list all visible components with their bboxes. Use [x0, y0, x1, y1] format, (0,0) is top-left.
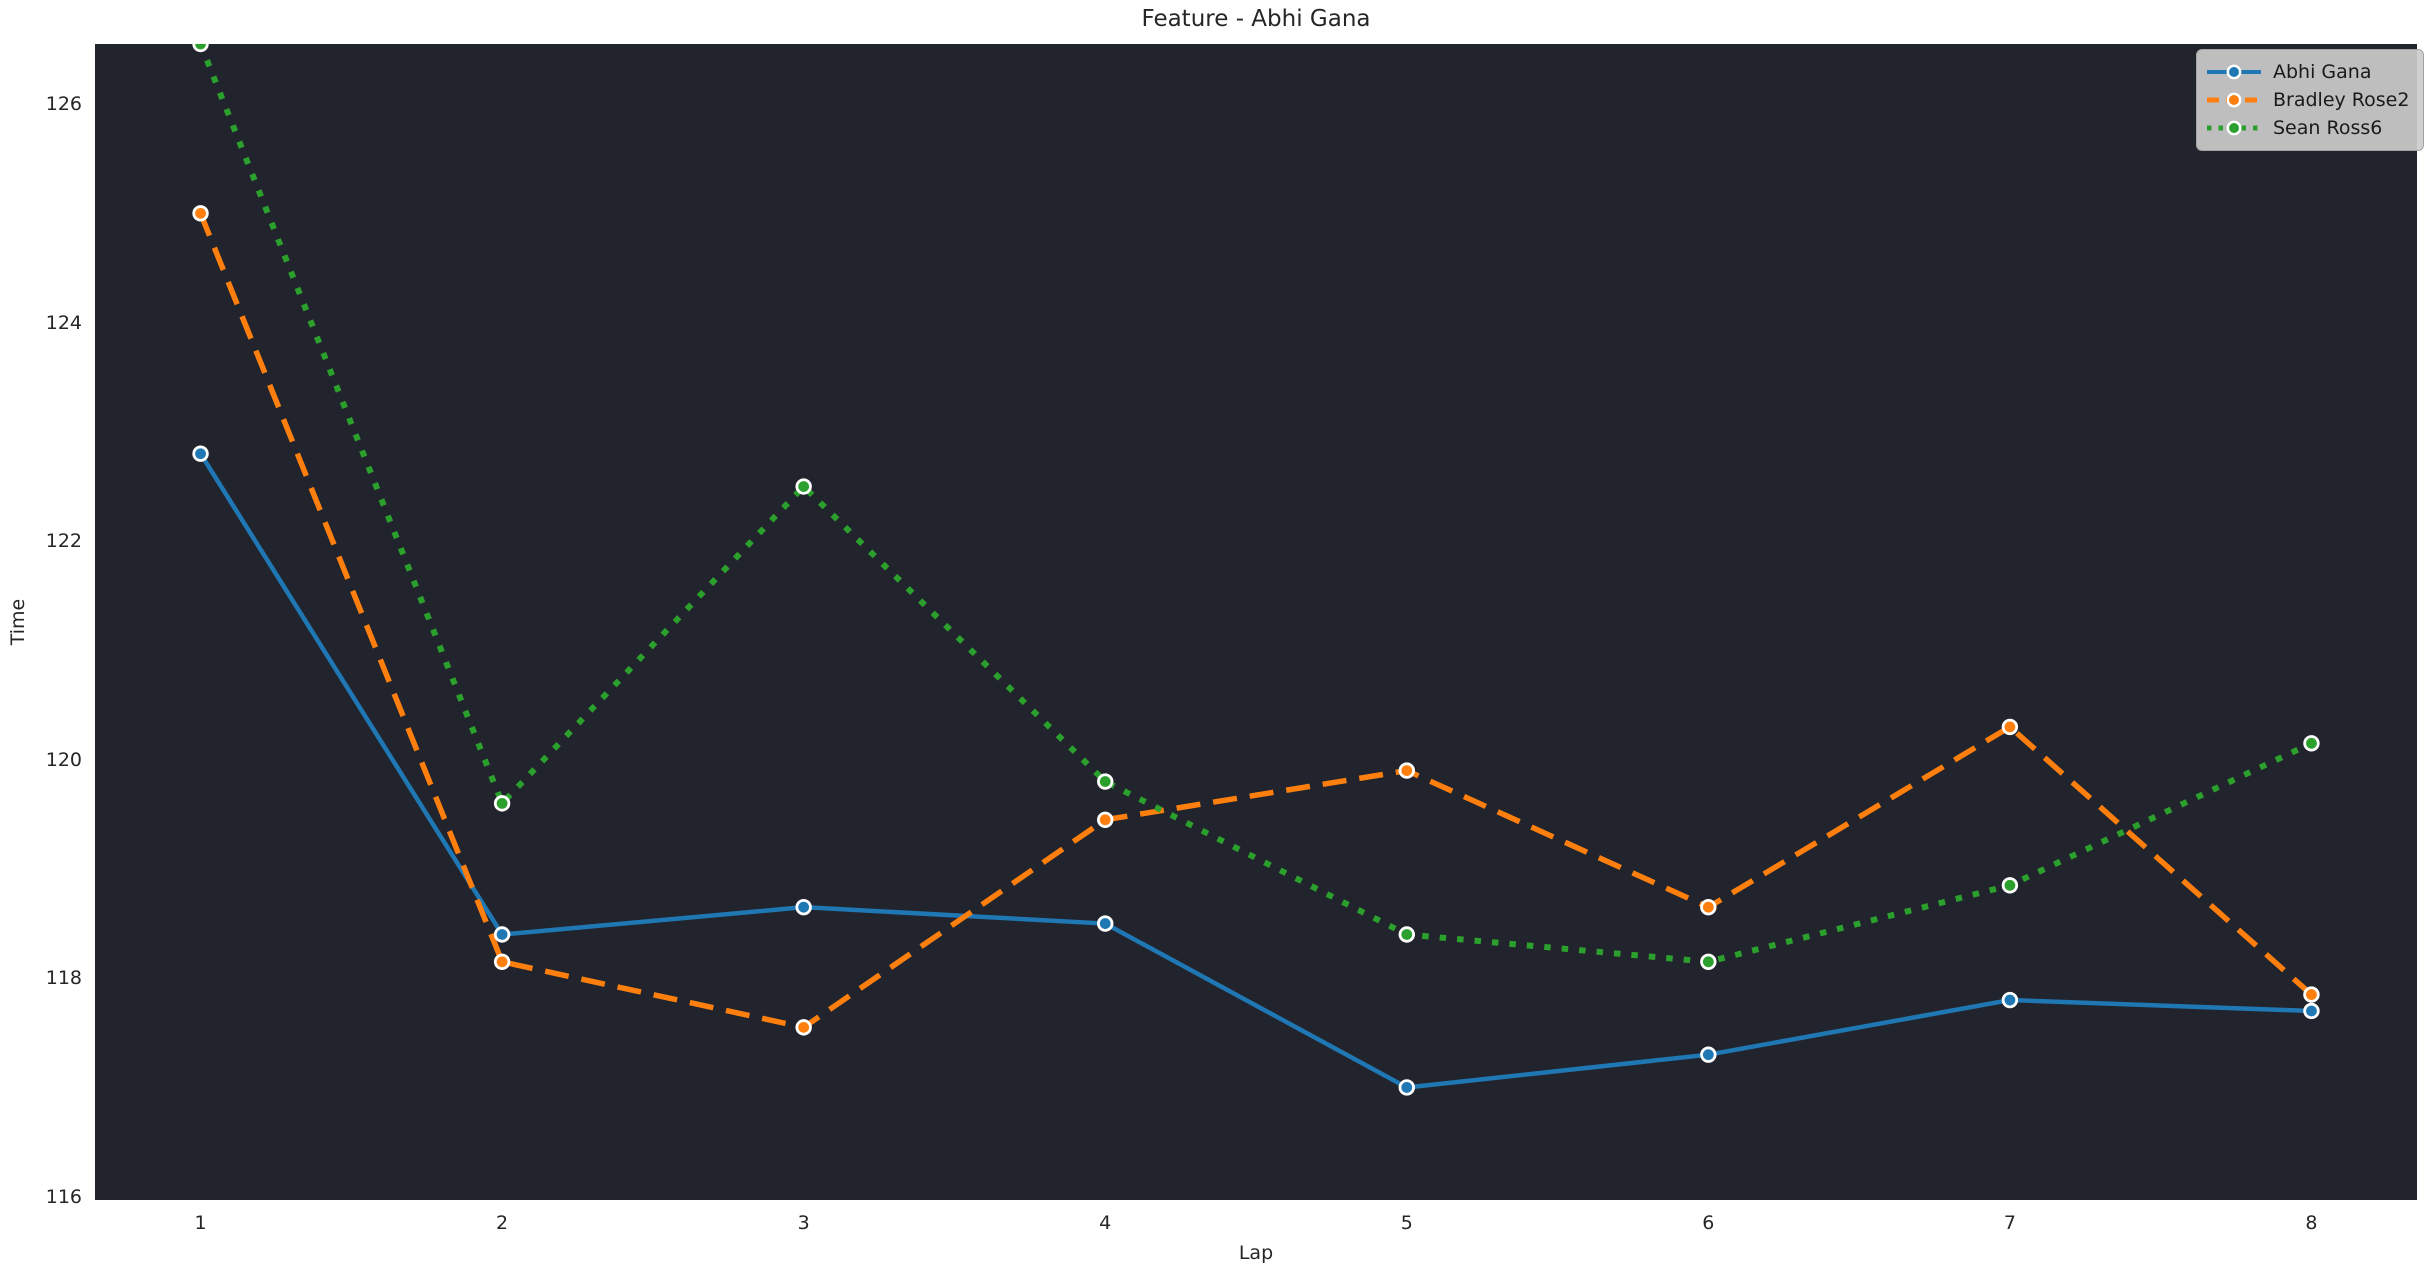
legend-line-sample — [2207, 92, 2261, 108]
legend-line-sample — [2207, 120, 2261, 136]
x-tick-label: 4 — [1099, 1212, 1112, 1234]
legend-marker-icon — [2226, 64, 2242, 80]
data-point — [2001, 991, 2019, 1009]
data-point — [2303, 1002, 2320, 1020]
data-point — [2001, 877, 2019, 894]
y-tick-label: 124 — [45, 311, 82, 334]
data-point — [1398, 762, 1415, 779]
data-point — [1097, 811, 1114, 828]
y-tick-label: 122 — [45, 530, 82, 553]
x-tick-label: 1 — [194, 1212, 207, 1234]
data-point — [1398, 1079, 1415, 1096]
legend-entry: Bradley Rose2 — [2205, 86, 2413, 114]
series-line-0 — [198, 452, 2312, 1090]
legend-label: Abhi Gana — [2273, 61, 2372, 83]
data-point — [795, 898, 812, 916]
y-tick-label: 116 — [45, 1185, 82, 1208]
data-point — [1398, 926, 1415, 943]
data-point — [493, 953, 511, 971]
data-point — [192, 445, 209, 462]
x-tick-label: 6 — [1702, 1212, 1715, 1234]
legend-marker-icon — [2226, 92, 2242, 108]
data-point — [795, 478, 812, 495]
data-point — [493, 795, 511, 812]
data-point — [2303, 986, 2320, 1003]
data-point — [2303, 735, 2320, 752]
legend-entry: Sean Ross6 — [2205, 114, 2413, 142]
y-axis-label: Time — [7, 598, 29, 646]
chart-canvas — [95, 44, 2417, 1200]
series-line-2 — [197, 44, 2313, 965]
legend-line-sample — [2207, 64, 2261, 80]
data-point — [192, 205, 209, 222]
y-tick-label: 120 — [45, 748, 82, 771]
legend-entry: Abhi Gana — [2205, 58, 2413, 86]
data-point — [1097, 915, 1114, 932]
data-point — [493, 926, 511, 943]
x-axis-label: Lap — [1238, 1242, 1274, 1264]
data-point — [192, 44, 209, 53]
data-point — [1700, 1046, 1717, 1063]
x-tick-label: 5 — [1400, 1212, 1413, 1234]
legend-label: Bradley Rose2 — [2273, 89, 2410, 111]
x-tick-label: 8 — [2305, 1212, 2318, 1234]
data-point — [1097, 773, 1114, 790]
plot-background — [95, 44, 2417, 1200]
x-tick-label: 3 — [797, 1212, 810, 1234]
chart-title: Feature - Abhi Gana — [1141, 6, 1371, 32]
data-point — [1700, 898, 1717, 916]
x-tick-label: 7 — [2003, 1212, 2016, 1234]
data-point — [2001, 718, 2019, 736]
y-tick-label: 126 — [45, 93, 82, 116]
x-tick-label: 2 — [496, 1212, 509, 1234]
legend: Abhi Gana Bradley Rose2 Sean Ross6 — [2196, 49, 2424, 151]
legend-marker-icon — [2226, 120, 2242, 136]
data-point — [1700, 953, 1717, 971]
series-line-1 — [197, 212, 2314, 1031]
y-tick-label: 118 — [45, 967, 82, 990]
plot-area — [95, 44, 2417, 1200]
legend-label: Sean Ross6 — [2273, 117, 2383, 139]
data-point — [795, 1019, 812, 1036]
